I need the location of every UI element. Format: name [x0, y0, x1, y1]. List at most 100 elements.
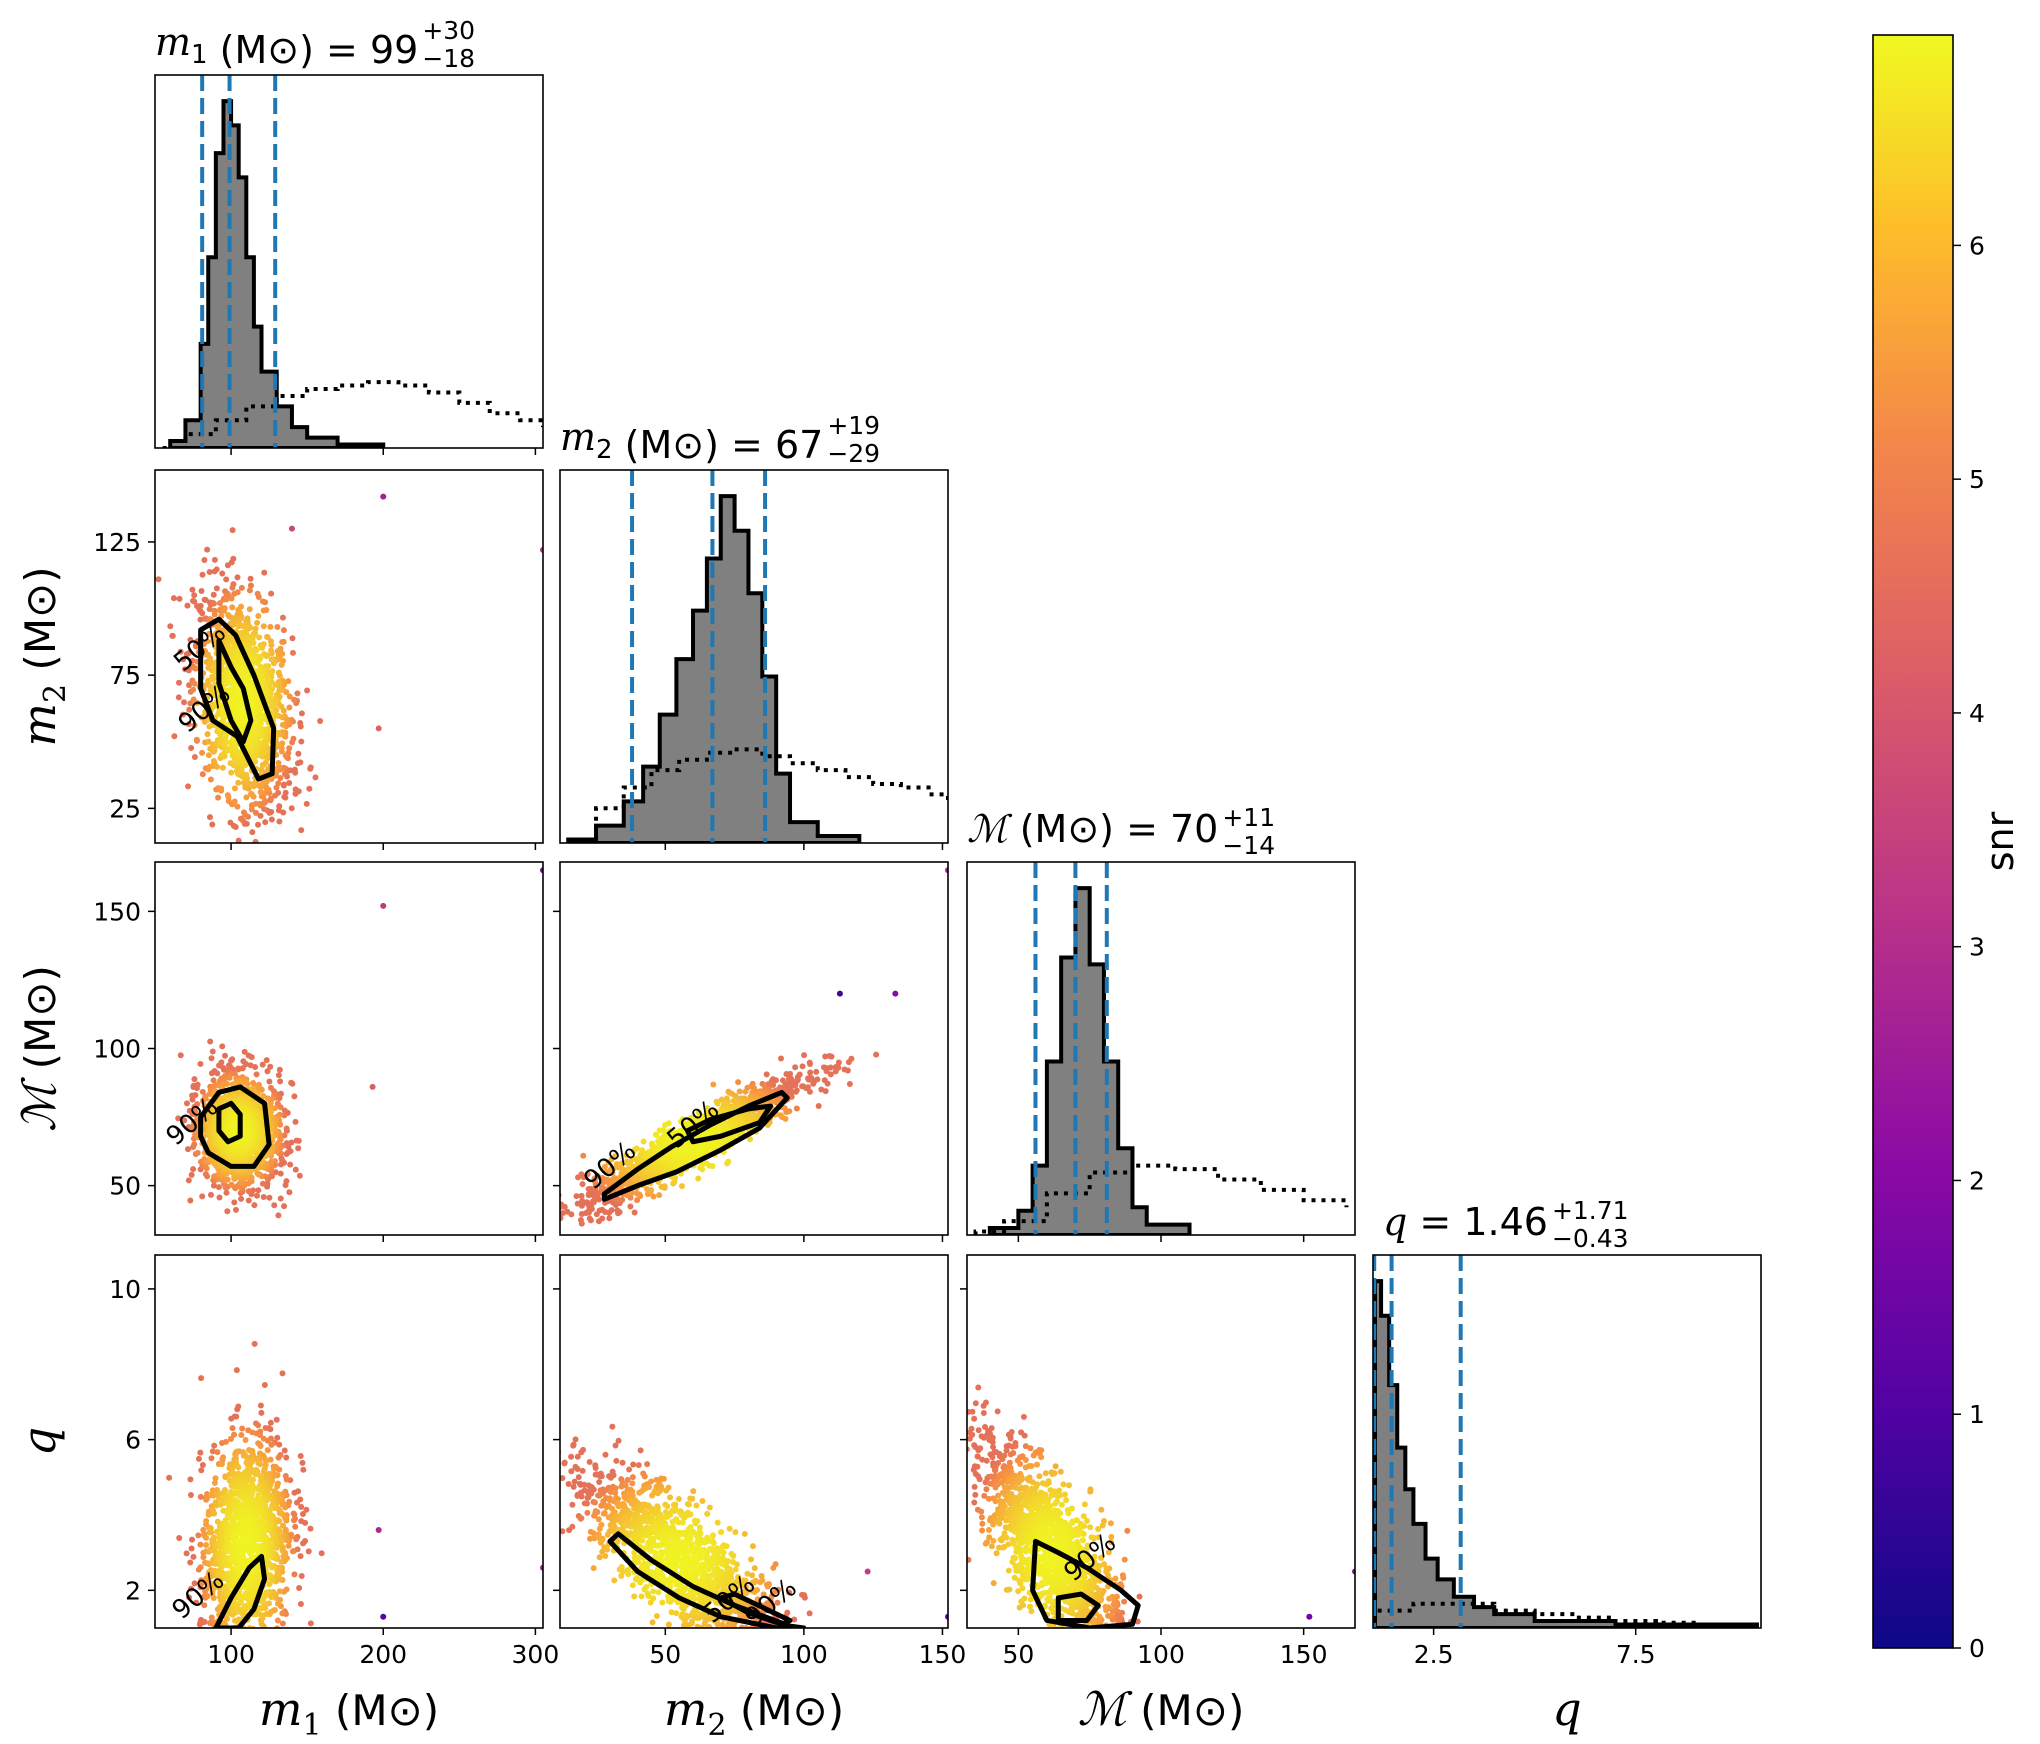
sample-point — [815, 1102, 822, 1109]
sample-point — [268, 703, 275, 710]
sample-point — [251, 1686, 257, 1692]
sample-point — [783, 1071, 790, 1078]
sample-point — [255, 1636, 261, 1642]
sample-point — [293, 1137, 300, 1144]
x-tick-label: 7.5 — [1616, 1640, 1656, 1669]
sample-point — [229, 604, 236, 611]
sample-point — [286, 1189, 293, 1196]
sample-point — [234, 803, 241, 810]
sample-point — [288, 1531, 295, 1538]
sample-point — [312, 774, 319, 781]
sample-point — [249, 1429, 256, 1436]
sample-point — [835, 1059, 842, 1066]
sample-point — [612, 1153, 619, 1160]
sample-point — [232, 1679, 238, 1685]
sample-point — [203, 1541, 210, 1548]
sample-point — [248, 1054, 255, 1061]
sample-point — [219, 1722, 225, 1728]
sample-point — [818, 1086, 825, 1093]
sample-point — [261, 1381, 268, 1388]
sample-point — [185, 721, 192, 728]
sample-point — [218, 1630, 224, 1636]
sample-point — [197, 1493, 204, 1500]
histogram-content — [162, 75, 543, 448]
sample-point — [210, 591, 217, 598]
sample-point — [188, 1585, 195, 1592]
sample-point — [231, 785, 238, 792]
sample-point — [197, 1564, 204, 1571]
sample-point — [193, 1599, 200, 1606]
sample-point — [242, 1436, 249, 1443]
sample-point — [233, 1413, 240, 1420]
sample-point — [231, 590, 238, 597]
sample-point — [283, 1476, 290, 1483]
sample-point — [199, 610, 206, 617]
sample-point — [175, 694, 182, 701]
sample-point — [249, 829, 256, 836]
sample-point — [259, 1180, 266, 1187]
sample-point — [235, 1464, 242, 1471]
sample-point — [192, 643, 199, 650]
sample-point — [678, 1183, 685, 1190]
sample-point — [297, 719, 304, 726]
sample-point — [554, 1209, 560, 1215]
sample-point — [255, 821, 262, 828]
sample-point — [747, 1136, 754, 1143]
sample-point — [257, 1443, 264, 1450]
sample-point — [275, 807, 282, 814]
sample-point — [191, 1580, 198, 1587]
sample-point — [277, 1195, 284, 1202]
sample-point — [213, 1486, 220, 1493]
sample-point — [503, 1214, 509, 1220]
sample-point — [276, 1066, 283, 1073]
y-tick-label: 75 — [109, 661, 141, 690]
sample-point — [290, 1517, 297, 1524]
y-tick-label: 100 — [93, 1035, 141, 1064]
histogram-content — [566, 470, 948, 843]
sample-point — [318, 1550, 325, 1557]
sample-point — [299, 1459, 306, 1466]
sample-point — [227, 819, 234, 826]
sample-point — [298, 1503, 305, 1510]
sample-point — [201, 1655, 207, 1661]
sample-point — [208, 1055, 215, 1062]
sample-point — [298, 710, 305, 717]
sample-point — [640, 1138, 647, 1145]
sample-point — [206, 1090, 213, 1097]
sample-point — [245, 780, 252, 787]
sample-point — [193, 1085, 200, 1092]
sample-point — [599, 1215, 606, 1222]
sample-point — [260, 1193, 267, 1200]
sample-point — [238, 1195, 245, 1202]
sample-point — [166, 1474, 173, 1481]
sample-point — [634, 1197, 641, 1204]
sample-point — [200, 1554, 207, 1561]
sample-point — [229, 1425, 236, 1432]
sample-point — [235, 779, 242, 786]
sample-point — [280, 1553, 287, 1560]
sample-point — [813, 1068, 820, 1075]
outlier-point — [380, 902, 387, 909]
sample-point — [275, 1072, 282, 1079]
outlier-point — [369, 1083, 376, 1090]
sample-point — [807, 1069, 814, 1076]
sample-point — [303, 1506, 310, 1513]
sample-point — [222, 1052, 229, 1059]
sample-point — [564, 1208, 571, 1215]
sample-point — [289, 739, 296, 746]
sample-point — [251, 1202, 258, 1209]
outlier-point — [892, 990, 899, 997]
sample-point — [195, 1455, 202, 1462]
sample-point — [224, 1632, 230, 1638]
sample-point — [216, 1633, 222, 1639]
sample-point — [288, 1139, 295, 1146]
sample-point — [268, 642, 275, 649]
sample-point — [778, 1055, 785, 1062]
sample-point — [827, 1071, 834, 1078]
sample-point — [279, 614, 286, 621]
sample-point — [213, 566, 220, 573]
sample-point — [277, 1170, 284, 1177]
sample-point — [547, 1196, 553, 1202]
sample-point — [281, 770, 288, 777]
